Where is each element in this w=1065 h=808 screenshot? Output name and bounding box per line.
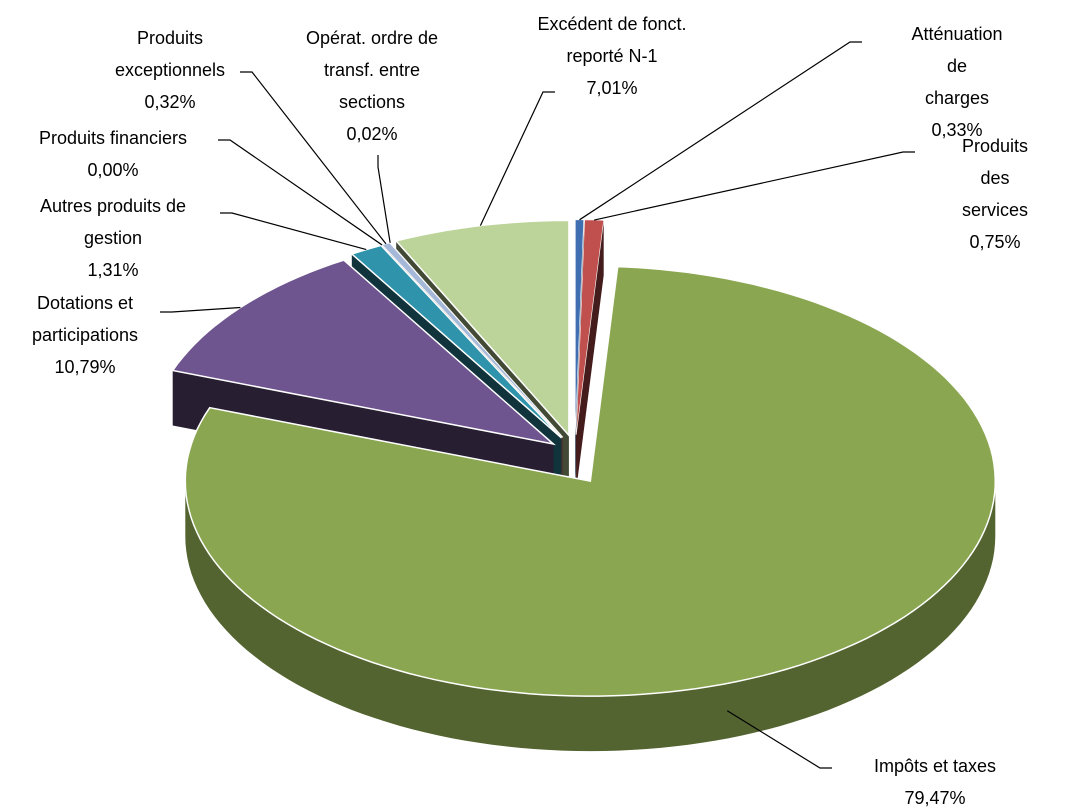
leader-line xyxy=(594,151,915,221)
slice xyxy=(350,244,563,439)
slice xyxy=(381,244,563,438)
data-label: Autres produits de gestion 1,31% xyxy=(40,190,186,286)
slice-side xyxy=(576,220,604,490)
data-label: Produits des services 0,75% xyxy=(960,130,1030,258)
value-label: 0,00% xyxy=(87,160,139,180)
value-label: 0,75% xyxy=(969,232,1021,252)
value-label: 0,02% xyxy=(346,124,398,144)
value-label: 1,31% xyxy=(87,260,139,280)
value-label: 10,79% xyxy=(54,357,116,377)
category-label: Produits exceptionnels xyxy=(114,28,226,80)
data-label: Produits exceptionnels 0,32% xyxy=(115,22,225,118)
slice-wall xyxy=(185,481,996,752)
slice xyxy=(394,219,570,438)
category-label: Dotations et participations xyxy=(31,293,139,345)
data-label: Produits financiers 0,00% xyxy=(39,122,187,186)
leader-line xyxy=(220,212,367,251)
leader-line xyxy=(218,139,383,246)
leader-line xyxy=(479,91,555,226)
value-label: 7,01% xyxy=(586,78,638,98)
slice xyxy=(184,265,996,697)
category-label: Impôts et taxes xyxy=(873,756,997,776)
leader-line xyxy=(579,41,862,221)
data-label: Opérat. ordre de transf. entre sections 0… xyxy=(306,22,438,150)
category-label: Opérat. ordre de transf. entre sections xyxy=(305,28,439,112)
value-label: 0,32% xyxy=(144,92,196,112)
data-label: Atténuation de charges 0,33% xyxy=(903,18,1011,146)
leader-line xyxy=(240,71,387,245)
category-label: Excédent de fonct. reporté N-1 xyxy=(537,14,687,66)
category-label: Atténuation de charges xyxy=(911,24,1003,108)
leader-line xyxy=(377,155,391,243)
category-label: Produits des services xyxy=(961,136,1029,220)
data-label: Impôts et taxes 79,47% xyxy=(874,750,996,808)
leader-line xyxy=(726,710,832,769)
leader-line xyxy=(160,306,241,313)
data-label: Excédent de fonct. reporté N-1 7,01% xyxy=(537,8,686,104)
value-label: 0,33% xyxy=(931,120,983,140)
value-label: 79,47% xyxy=(904,788,966,808)
data-label: Dotations et participations 10,79% xyxy=(32,287,138,383)
category-label: Autres produits de gestion xyxy=(39,196,187,248)
category-label: Produits financiers xyxy=(38,128,188,148)
